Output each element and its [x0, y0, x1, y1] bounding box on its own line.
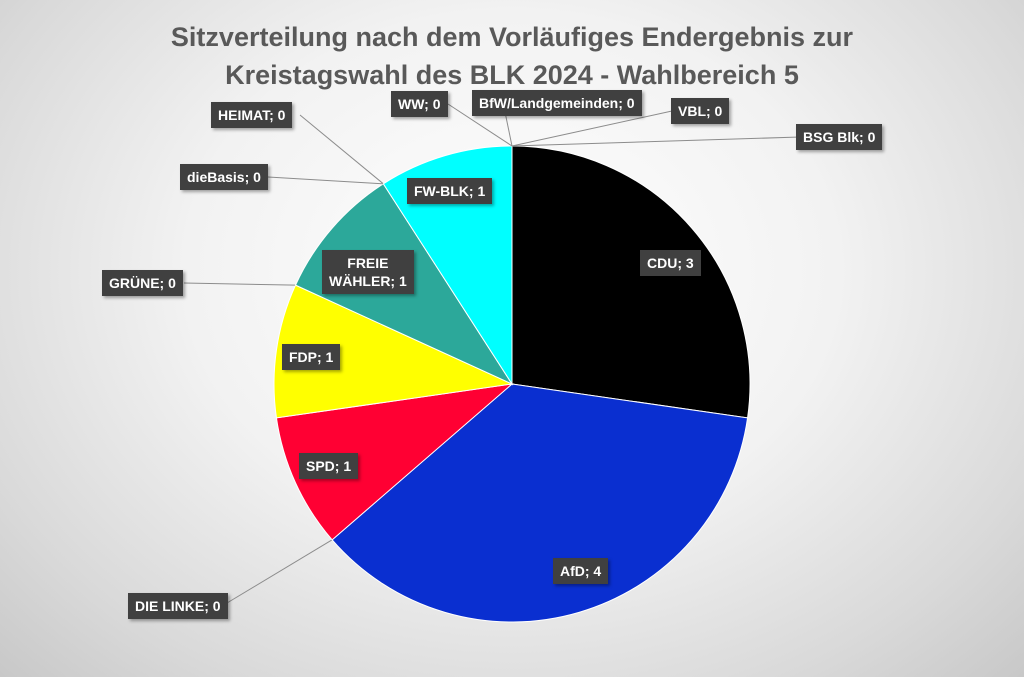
chart-title-line-2: Kreistagswahl des BLK 2024 - Wahlbereich…: [225, 60, 799, 90]
data-label-diebasis: dieBasis; 0: [180, 164, 268, 190]
leader-line-bfw-landgemeinden: [504, 111, 513, 147]
leader-line-ww: [447, 103, 513, 147]
chart-title: Sitzverteilung nach dem Vorläufiges Ende…: [0, 18, 1024, 94]
data-label-spd: SPD; 1: [299, 453, 359, 479]
data-label-bsg-blk: BSG Blk; 0: [796, 124, 883, 150]
pie-slice-spd: [275, 383, 514, 541]
data-label-fdp: FDP; 1: [282, 344, 341, 370]
pie-slice-afd: [331, 383, 749, 623]
data-label-fw-blk: FW-BLK; 1: [407, 178, 493, 204]
data-label-vbl: VBL; 0: [671, 98, 730, 124]
pie-slice-fw-blk: [382, 145, 513, 386]
pie-slice-fdp: [273, 284, 514, 419]
data-label-bfw-landgemeinden: BfW/Landgemeinden; 0: [472, 90, 642, 116]
data-label-gruene: GRÜNE; 0: [102, 270, 183, 296]
data-label-ww: WW; 0: [391, 91, 448, 117]
leader-line-diebasis: [267, 176, 384, 185]
pie-slice-cdu: [511, 145, 751, 419]
leader-line-vbl: [511, 110, 673, 147]
chart-title-line-1: Sitzverteilung nach dem Vorläufiges Ende…: [170, 22, 854, 52]
leader-line-die-linke: [221, 539, 333, 607]
leader-line-bsg-blk: [511, 136, 801, 147]
leader-line-heimat: [299, 114, 384, 185]
leader-line-gruene: [183, 282, 296, 286]
data-label-freie-waehler: FREIE WÄHLER; 1: [322, 250, 414, 294]
data-label-die-linke: DIE LINKE; 0: [128, 593, 228, 619]
data-label-cdu: CDU; 3: [640, 250, 701, 276]
data-label-heimat: HEIMAT; 0: [211, 102, 293, 128]
data-label-afd: AfD; 4: [553, 558, 609, 584]
